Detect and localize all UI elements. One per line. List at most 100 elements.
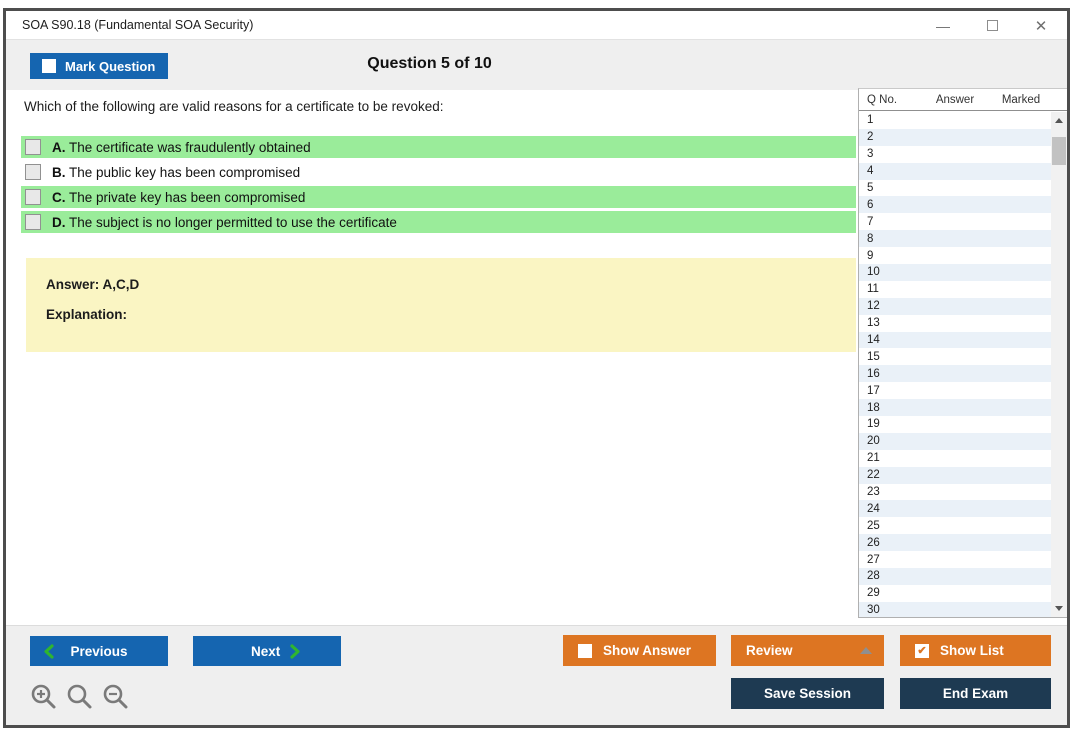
list-row[interactable]: 16 bbox=[859, 365, 1051, 383]
show-answer-button[interactable]: Show Answer bbox=[563, 635, 716, 666]
list-row[interactable]: 15 bbox=[859, 348, 1051, 365]
list-row[interactable]: 7 bbox=[859, 213, 1051, 230]
question-list-body: 1 2 3 4 5 6 7 8 9 10 11 12 13 14 15 16 17 18 19 20 21 22 23 24 2… bbox=[859, 112, 1051, 617]
question-list-scrollbar[interactable] bbox=[1051, 112, 1067, 617]
list-row[interactable]: 26 bbox=[859, 534, 1051, 552]
scroll-up-icon[interactable] bbox=[1051, 112, 1067, 129]
list-row[interactable]: 23 bbox=[859, 484, 1051, 501]
answer-explanation-box: Answer: A,C,D Explanation: bbox=[26, 258, 856, 352]
list-cell-q_no: 19 bbox=[867, 418, 880, 431]
column-answer: Answer bbox=[935, 93, 975, 106]
option-checkbox-a[interactable] bbox=[25, 139, 41, 155]
dropdown-arrow-icon bbox=[860, 647, 872, 654]
list-cell-q_no: 6 bbox=[867, 198, 874, 211]
mark-question-checkbox[interactable] bbox=[42, 59, 56, 73]
list-row[interactable]: 10 bbox=[859, 264, 1051, 281]
list-cell-q_no: 18 bbox=[867, 401, 880, 414]
list-cell-q_no: 3 bbox=[867, 148, 874, 161]
window-title: SOA S90.18 (Fundamental SOA Security) bbox=[22, 18, 254, 32]
mark-question-button[interactable]: Mark Question bbox=[30, 53, 168, 79]
list-row[interactable]: 18 bbox=[859, 399, 1051, 417]
chevron-right-icon bbox=[290, 643, 301, 659]
save-session-button[interactable]: Save Session bbox=[731, 678, 884, 709]
list-row[interactable]: 27 bbox=[859, 551, 1051, 568]
scrollbar-thumb[interactable] bbox=[1052, 137, 1066, 165]
maximize-box bbox=[986, 20, 998, 31]
list-cell-q_no: 23 bbox=[867, 486, 880, 499]
option-text: The public key has been compromised bbox=[69, 164, 301, 180]
list-row[interactable]: 1 bbox=[859, 112, 1051, 129]
list-cell-q_no: 12 bbox=[867, 300, 880, 313]
question-counter: Question 5 of 10 bbox=[367, 55, 492, 72]
list-cell-q_no: 4 bbox=[867, 165, 874, 178]
list-row[interactable]: 24 bbox=[859, 500, 1051, 518]
scroll-down-icon[interactable] bbox=[1051, 600, 1067, 617]
list-row[interactable]: 19 bbox=[859, 416, 1051, 433]
list-row[interactable]: 3 bbox=[859, 146, 1051, 163]
list-row[interactable]: 2 bbox=[859, 128, 1051, 146]
list-row[interactable]: 6 bbox=[859, 196, 1051, 214]
close-icon[interactable]: ✕ bbox=[1034, 17, 1048, 35]
option-letter: A. bbox=[52, 139, 66, 155]
previous-button[interactable]: Previous bbox=[30, 636, 168, 666]
option-row-b[interactable]: B. The public key has been compromised bbox=[21, 161, 856, 183]
option-letter: B. bbox=[52, 164, 66, 180]
list-row[interactable]: 28 bbox=[859, 568, 1051, 585]
maximize-icon[interactable] bbox=[984, 18, 1000, 34]
save-session-label: Save Session bbox=[763, 686, 852, 701]
content-area: Which of the following are valid reasons… bbox=[6, 88, 1067, 625]
minimize-icon[interactable]: — bbox=[936, 17, 950, 34]
list-cell-q_no: 21 bbox=[867, 452, 880, 465]
show-answer-label: Show Answer bbox=[603, 643, 692, 658]
list-row[interactable]: 22 bbox=[859, 466, 1051, 484]
option-row-c[interactable]: C. The private key has been compromised bbox=[21, 186, 856, 208]
show-list-button[interactable]: ✔ Show List bbox=[900, 635, 1051, 666]
list-cell-q_no: 14 bbox=[867, 334, 880, 347]
question-text: Which of the following are valid reasons… bbox=[24, 99, 444, 114]
zoom-out-icon[interactable] bbox=[102, 683, 129, 715]
list-cell-q_no: 17 bbox=[867, 384, 880, 397]
zoom-controls bbox=[30, 683, 129, 715]
list-cell-q_no: 28 bbox=[867, 570, 880, 583]
exam-window: SOA S90.18 (Fundamental SOA Security) — … bbox=[3, 8, 1070, 728]
option-label: D. The subject is no longer permitted to… bbox=[52, 215, 397, 230]
option-row-d[interactable]: D. The subject is no longer permitted to… bbox=[21, 211, 856, 233]
list-row[interactable]: 20 bbox=[859, 432, 1051, 450]
option-checkbox-c[interactable] bbox=[25, 189, 41, 205]
zoom-in-icon[interactable] bbox=[30, 683, 57, 715]
list-row[interactable]: 9 bbox=[859, 247, 1051, 264]
list-cell-q_no: 27 bbox=[867, 553, 880, 566]
list-row[interactable]: 12 bbox=[859, 297, 1051, 315]
list-cell-q_no: 1 bbox=[867, 114, 874, 127]
list-cell-q_no: 2 bbox=[867, 131, 874, 144]
list-cell-q_no: 22 bbox=[867, 469, 880, 482]
list-row[interactable]: 5 bbox=[859, 180, 1051, 197]
option-row-a[interactable]: A. The certificate was fraudulently obta… bbox=[21, 136, 856, 158]
list-row[interactable]: 14 bbox=[859, 331, 1051, 349]
chevron-left-icon bbox=[43, 644, 54, 659]
list-cell-q_no: 25 bbox=[867, 519, 880, 532]
list-row[interactable]: 8 bbox=[859, 230, 1051, 248]
list-cell-q_no: 15 bbox=[867, 350, 880, 363]
list-row[interactable]: 21 bbox=[859, 450, 1051, 467]
list-cell-q_no: 7 bbox=[867, 215, 874, 228]
list-row[interactable]: 4 bbox=[859, 162, 1051, 180]
zoom-reset-icon[interactable] bbox=[66, 683, 93, 715]
list-row[interactable]: 29 bbox=[859, 585, 1051, 602]
show-answer-checkbox[interactable] bbox=[578, 643, 592, 658]
list-row[interactable]: 13 bbox=[859, 315, 1051, 332]
list-row[interactable]: 30 bbox=[859, 601, 1051, 617]
option-checkbox-b[interactable] bbox=[25, 164, 41, 180]
review-dropdown-button[interactable]: Review bbox=[731, 635, 884, 666]
option-checkbox-d[interactable] bbox=[25, 214, 41, 230]
show-list-checkbox[interactable]: ✔ bbox=[915, 643, 929, 658]
list-row[interactable]: 25 bbox=[859, 517, 1051, 534]
end-exam-button[interactable]: End Exam bbox=[900, 678, 1051, 709]
next-button[interactable]: Next bbox=[193, 636, 341, 666]
checkmark-icon: ✔ bbox=[917, 645, 927, 657]
list-cell-q_no: 16 bbox=[867, 367, 880, 380]
list-row[interactable]: 11 bbox=[859, 281, 1051, 298]
list-cell-q_no: 11 bbox=[867, 283, 879, 296]
option-text: The subject is no longer permitted to us… bbox=[69, 214, 397, 230]
list-row[interactable]: 17 bbox=[859, 382, 1051, 399]
